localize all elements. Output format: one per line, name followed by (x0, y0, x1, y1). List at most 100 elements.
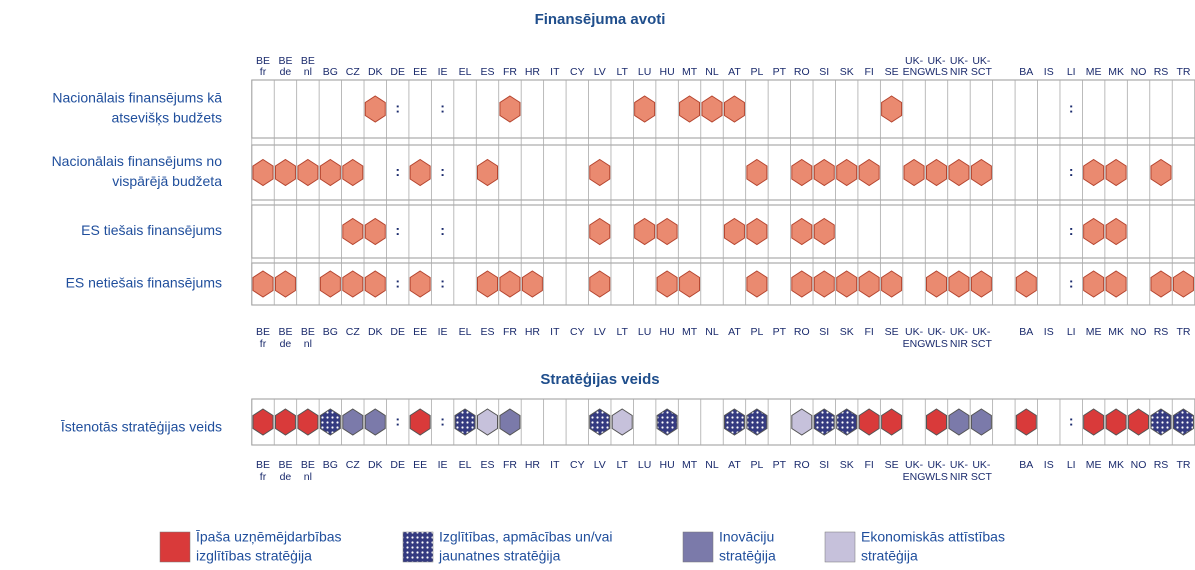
column-label-top: IE (438, 66, 448, 78)
funding-hex (634, 217, 656, 246)
column-label-strategy: PL (750, 459, 763, 471)
column-label-strategy: IS (1044, 459, 1054, 471)
column-label-strategy: UK- (927, 459, 946, 471)
legend-label: stratēģija (719, 548, 776, 564)
funding-hex (813, 270, 835, 298)
funding-hex (1083, 158, 1105, 187)
column-label-bottom: BE (278, 326, 292, 338)
funding-hex (656, 270, 678, 298)
funding-hex (477, 158, 498, 187)
funding-hex (297, 158, 319, 187)
funding-hex (1150, 270, 1172, 298)
legend-swatch (824, 531, 856, 563)
column-label-strategy: SI (819, 459, 829, 471)
funding-hex (746, 158, 768, 187)
legend-swatch (402, 531, 434, 563)
strategy-hex (813, 408, 835, 436)
column-label-top: UK- (972, 55, 991, 67)
column-label-bottom: NIR (950, 338, 969, 350)
funding-hex (499, 95, 521, 123)
column-label-top: UK- (905, 55, 924, 67)
strategy-hex (1172, 408, 1194, 436)
not-available: : (440, 163, 445, 179)
funding-hex (1105, 270, 1127, 298)
funding-hex (589, 270, 611, 298)
strategy-row-label: Īstenotās stratēģijas veids (61, 419, 222, 435)
column-label-bottom: ES (480, 326, 494, 338)
funding-hex (679, 270, 701, 298)
column-label-bottom: WLS (925, 338, 948, 350)
column-label-bottom: TR (1176, 326, 1190, 338)
column-label-strategy: IE (438, 459, 448, 471)
strategy-hex (499, 408, 521, 436)
legend-label: stratēģija (861, 548, 918, 564)
column-label-strategy: IT (550, 459, 560, 471)
column-label-strategy: SK (840, 459, 854, 471)
column-label-strategy: nl (304, 471, 312, 483)
funding-hex (274, 270, 296, 298)
column-label-bottom: MT (682, 326, 698, 338)
not-available: : (1069, 163, 1074, 179)
column-label-bottom: UK- (905, 326, 924, 338)
strategy-hex (364, 408, 386, 436)
column-label-top: BG (323, 66, 338, 78)
funding-hex (791, 270, 813, 298)
strategy-hex (858, 408, 880, 436)
funding-hex (791, 217, 813, 246)
column-label-top: IS (1044, 66, 1054, 78)
funding-hex (723, 95, 745, 123)
funding-hex (881, 270, 903, 298)
funding-hex (948, 270, 970, 298)
not-available: : (1069, 100, 1074, 116)
column-label-top: TR (1176, 66, 1190, 78)
column-label-bottom: EL (459, 326, 472, 338)
column-label-strategy: SE (885, 459, 899, 471)
strategy-hex (477, 408, 498, 436)
funding-hex (791, 158, 813, 187)
strategy-hex (723, 408, 745, 436)
funding-hex (1150, 158, 1172, 187)
funding-hex (342, 217, 364, 246)
column-label-top: LT (616, 66, 628, 78)
column-label-strategy: BE (278, 459, 292, 471)
strategy-hex (454, 408, 476, 436)
row-label: ES netiešais finansējums (66, 275, 222, 291)
column-label-top: SCT (971, 66, 993, 78)
column-label-top: EL (459, 66, 472, 78)
column-label-top: PL (750, 66, 763, 78)
column-label-bottom: IE (438, 326, 448, 338)
funding-hex (858, 270, 880, 298)
column-label-top: LU (638, 66, 651, 78)
column-label-top: FR (503, 66, 517, 78)
column-label-top: nl (304, 66, 312, 78)
strategy-hex (342, 408, 364, 436)
column-label-bottom: UK- (927, 326, 946, 338)
funding-hex (521, 270, 543, 298)
funding-hex (252, 158, 274, 187)
not-available: : (395, 163, 400, 179)
column-label-strategy: EE (413, 459, 427, 471)
column-label-bottom: EE (413, 326, 427, 338)
row-label: Nacionālais finansējums no (52, 153, 223, 169)
funding-hex (319, 158, 341, 187)
column-label-top: WLS (925, 66, 948, 78)
funding-hex (364, 95, 386, 123)
column-label-strategy: MT (682, 459, 698, 471)
column-label-strategy: SCT (971, 471, 993, 483)
strategy-title: Stratēģijas veids (540, 371, 659, 388)
funding-hex (970, 158, 992, 187)
column-label-top: BE (256, 55, 270, 67)
row-label: atsevišķs budžets (112, 110, 223, 126)
legend-label: jaunatnes stratēģija (438, 548, 561, 564)
funding-hex (319, 270, 341, 298)
funding-hex (836, 158, 858, 187)
column-label-top: LI (1067, 66, 1076, 78)
strategy-hex (589, 408, 611, 436)
funding-hex (813, 158, 835, 187)
not-available: : (1069, 275, 1074, 291)
funding-hex (679, 95, 701, 123)
column-label-top: RS (1154, 66, 1169, 78)
funding-hex (656, 217, 678, 246)
column-label-strategy: BE (301, 459, 315, 471)
column-label-strategy: HR (525, 459, 541, 471)
